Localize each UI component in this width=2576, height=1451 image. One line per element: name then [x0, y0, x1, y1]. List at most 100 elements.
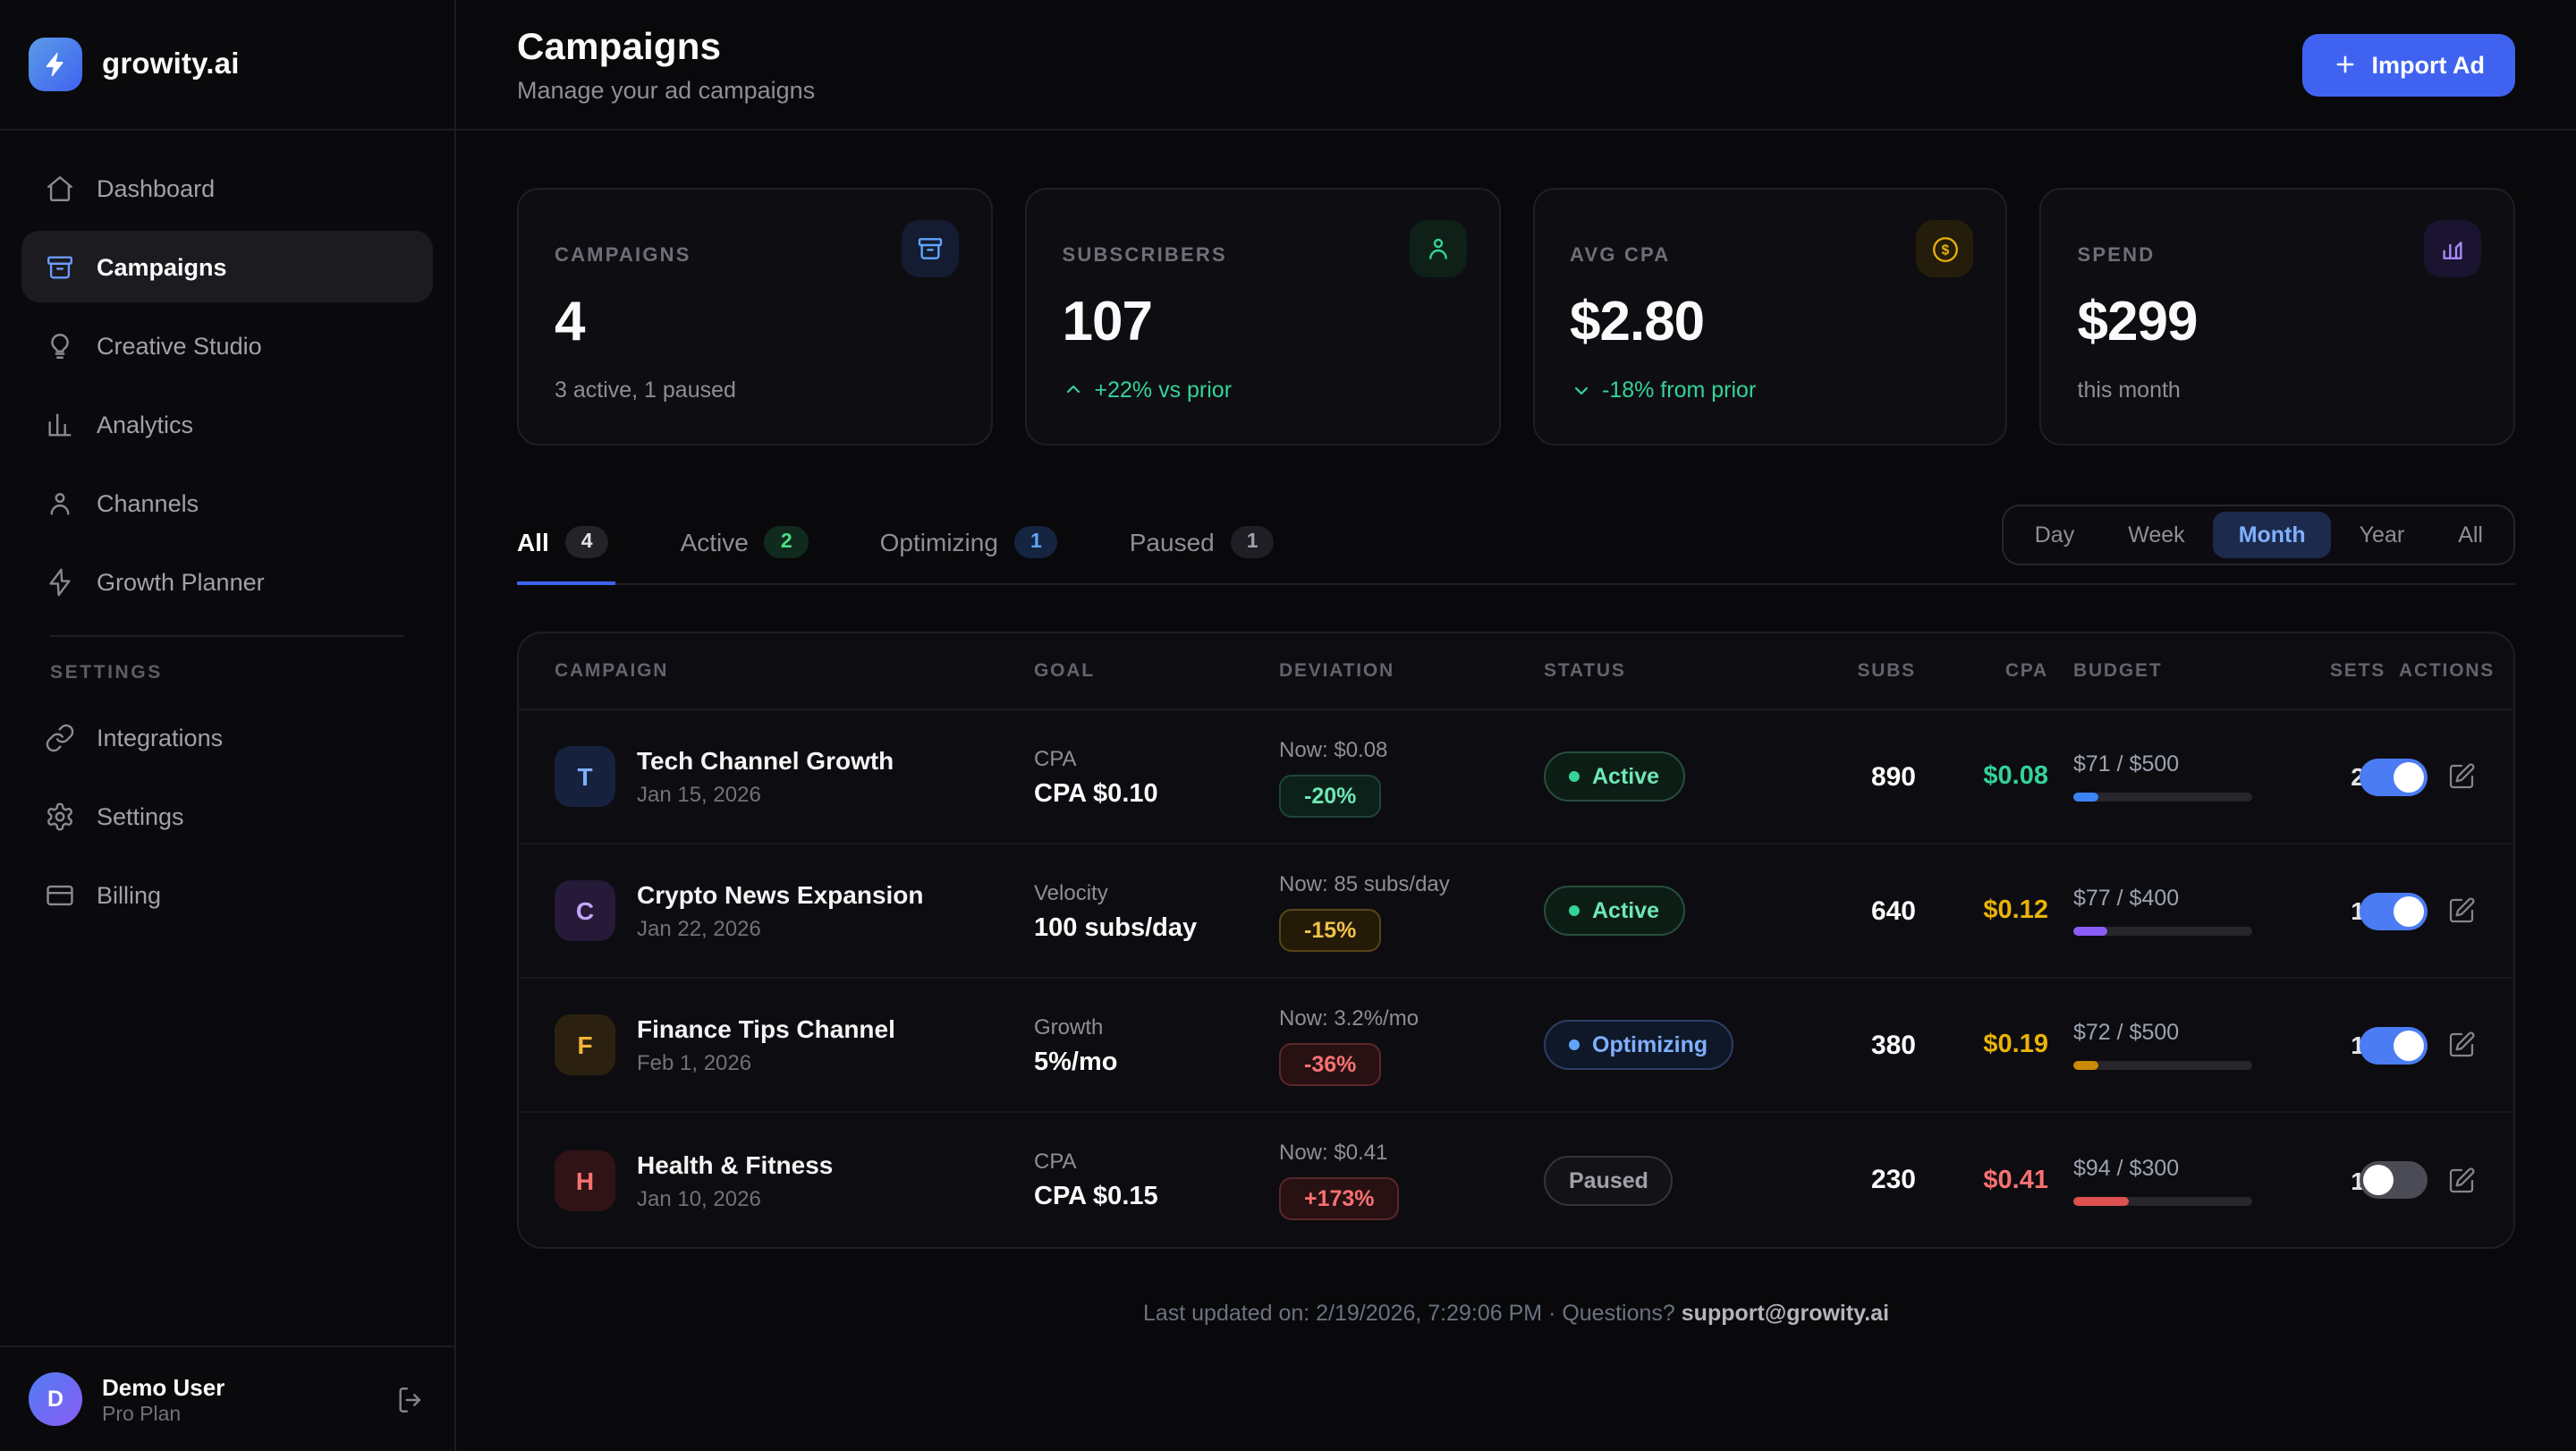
sidebar-item-label: Campaigns — [97, 253, 227, 280]
sidebar-item-channels[interactable]: Channels — [21, 467, 433, 539]
stat-value: $299 — [2077, 290, 2199, 352]
tab-optimizing[interactable]: Optimizing 1 — [880, 526, 1065, 585]
logout-button[interactable] — [395, 1384, 426, 1414]
campaign-date: Jan 22, 2026 — [637, 916, 761, 941]
subs-value: 890 — [1870, 761, 1916, 792]
cpa-value: $0.41 — [1983, 1166, 2048, 1194]
campaign-avatar: H — [555, 1150, 615, 1210]
footer-status: Last updated on: 2/19/2026, 7:29:06 PM ·… — [517, 1301, 2515, 1326]
goal-value: CPA $0.10 — [1034, 779, 1158, 808]
brand-name: growity.ai — [102, 47, 240, 80]
status-badge: Active — [1544, 886, 1685, 936]
edit-button[interactable] — [2447, 762, 2476, 791]
campaign-toggle[interactable] — [2360, 758, 2428, 795]
time-option-month[interactable]: Month — [2213, 512, 2331, 558]
brand-logo — [29, 38, 82, 91]
sidebar-item-label: Settings — [97, 802, 184, 829]
campaign-name: Finance Tips Channel — [637, 1014, 895, 1043]
col-goal: GOAL — [1034, 660, 1095, 682]
logout-icon — [395, 1384, 426, 1414]
stat-card-campaigns: CAMPAIGNS 4 3 active, 1 paused — [517, 188, 993, 445]
deviation-cell: Now: 3.2%/mo -36% — [1279, 1005, 1544, 1085]
user-card: D Demo User Pro Plan — [0, 1345, 454, 1451]
support-email[interactable]: support@growity.ai — [1681, 1301, 1890, 1326]
sidebar-item-dashboard[interactable]: Dashboard — [21, 152, 433, 224]
table-row: T Tech Channel Growth Jan 15, 2026 CPA C… — [519, 710, 2513, 844]
stat-sub: this month — [2077, 378, 2181, 403]
time-option-week[interactable]: Week — [2128, 522, 2185, 547]
page-subtitle: Manage your ad campaigns — [517, 76, 816, 103]
dollar-circle-icon: $ — [1916, 220, 1974, 277]
status-dot — [1569, 771, 1580, 782]
tab-paused[interactable]: Paused 1 — [1130, 526, 1282, 585]
sidebar-item-growth-planner[interactable]: Growth Planner — [21, 546, 433, 617]
table-row: F Finance Tips Channel Feb 1, 2026 Growt… — [519, 979, 2513, 1113]
status-dot — [1569, 905, 1580, 916]
budget-cell: $72 / $500 — [2048, 1020, 2317, 1070]
archive-icon — [901, 220, 959, 277]
svg-text:$: $ — [1941, 242, 1949, 258]
campaign-cell: H Health & Fitness Jan 10, 2026 — [555, 1150, 1034, 1210]
budget-progress — [2073, 1061, 2252, 1070]
tab-active[interactable]: Active 2 — [681, 526, 816, 585]
filter-bar: All 4 Active 2 Optimizing 1 Paused 1 — [517, 505, 2515, 585]
stat-label: SPEND — [2077, 245, 2156, 267]
campaign-cell: F Finance Tips Channel Feb 1, 2026 — [555, 1014, 1034, 1075]
tab-label: Active — [680, 528, 749, 556]
time-option-all[interactable]: All — [2458, 522, 2483, 547]
tab-count-badge: 1 — [1013, 526, 1058, 558]
sidebar-item-campaigns[interactable]: Campaigns — [21, 231, 433, 302]
edit-icon — [2447, 1166, 2476, 1194]
actions-cell — [2360, 758, 2476, 795]
edit-button[interactable] — [2447, 896, 2476, 925]
gear-icon — [45, 801, 75, 831]
tab-label: All — [517, 528, 549, 556]
sidebar-item-billing[interactable]: Billing — [21, 859, 433, 930]
goal-cell: CPA CPA $0.10 — [1034, 745, 1279, 808]
deviation-cell: Now: 85 subs/day -15% — [1279, 870, 1544, 951]
caret-up-icon — [1063, 379, 1084, 401]
deviation-now: Now: $0.41 — [1279, 1140, 1388, 1165]
deviation-now: Now: 3.2%/mo — [1279, 1005, 1419, 1030]
status-cell: Active — [1544, 886, 1798, 936]
sidebar-item-settings[interactable]: Settings — [21, 780, 433, 852]
goal-type: Velocity — [1034, 879, 1108, 904]
deviation-now: Now: $0.08 — [1279, 736, 1388, 761]
chart-icon — [2424, 220, 2481, 277]
zap-icon — [45, 566, 75, 597]
edit-button[interactable] — [2447, 1166, 2476, 1194]
tab-all[interactable]: All 4 — [517, 526, 616, 585]
import-ad-button[interactable]: Import Ad — [2301, 33, 2515, 96]
status-badge: Active — [1544, 751, 1685, 802]
content: CAMPAIGNS 4 3 active, 1 paused SUBSCRIBE… — [456, 131, 2576, 1451]
budget-cell: $77 / $400 — [2048, 886, 2317, 936]
col-budget: BUDGET — [2073, 660, 2163, 682]
sidebar-item-analytics[interactable]: Analytics — [21, 388, 433, 460]
stat-cards: CAMPAIGNS 4 3 active, 1 paused SUBSCRIBE… — [517, 188, 2515, 445]
edit-icon — [2447, 1031, 2476, 1059]
tab-count-badge: 2 — [764, 526, 809, 558]
campaign-toggle[interactable] — [2360, 892, 2428, 929]
campaign-date: Jan 10, 2026 — [637, 1185, 761, 1210]
sidebar-item-creative-studio[interactable]: Creative Studio — [21, 310, 433, 381]
stat-card-subscribers: SUBSCRIBERS 107 +22% vs prior — [1024, 188, 1500, 445]
time-option-year[interactable]: Year — [2359, 522, 2405, 547]
sidebar: growity.ai Dashboard Campaigns Creative … — [0, 0, 456, 1451]
col-actions: ACTIONS — [2399, 660, 2496, 682]
sidebar-item-integrations[interactable]: Integrations — [21, 701, 433, 773]
campaign-name: Crypto News Expansion — [637, 880, 924, 909]
sidebar-divider — [50, 635, 404, 637]
plus-icon — [2333, 52, 2358, 77]
goal-value: 5%/mo — [1034, 1048, 1118, 1076]
credit-card-icon — [45, 879, 75, 910]
toggle-knob — [2363, 1165, 2394, 1195]
tab-count-badge: 1 — [1230, 526, 1275, 558]
budget-progress-fill — [2073, 927, 2108, 936]
time-option-day[interactable]: Day — [2034, 522, 2075, 547]
edit-button[interactable] — [2447, 1031, 2476, 1059]
stat-value: 107 — [1062, 290, 1153, 352]
campaign-toggle[interactable] — [2360, 1161, 2428, 1199]
campaign-toggle[interactable] — [2360, 1026, 2428, 1064]
stat-card-spend: SPEND $299 this month — [2039, 188, 2515, 445]
